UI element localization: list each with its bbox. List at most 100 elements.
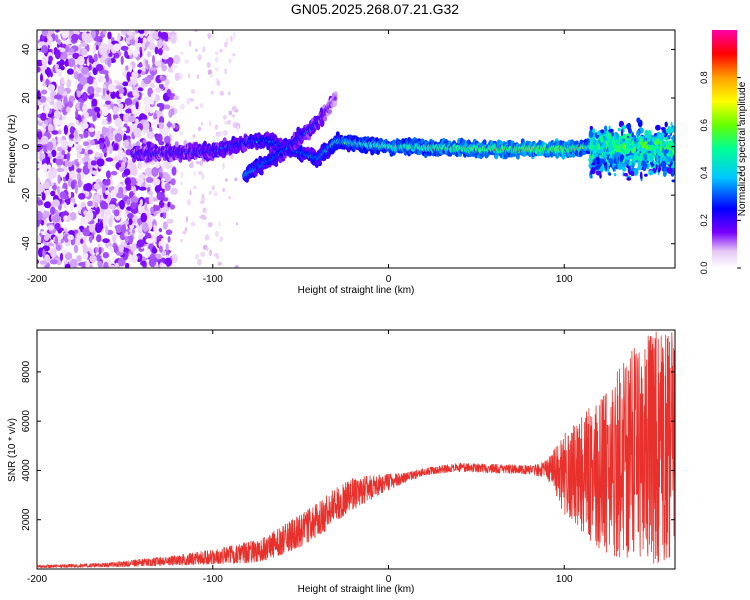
heatmap-cell	[93, 53, 99, 62]
heatmap-cell	[232, 53, 236, 57]
heatmap-cell	[41, 210, 50, 219]
heatmap-cell	[64, 252, 73, 261]
heatmap-cell	[37, 183, 44, 194]
heatmap-cell	[124, 97, 133, 107]
heatmap-cell	[37, 90, 41, 100]
heatmap-cell	[158, 140, 165, 146]
heatmap-cell	[214, 56, 219, 63]
heatmap-cell	[193, 185, 197, 190]
heatmap-cell	[60, 77, 65, 85]
heatmap-cell	[61, 149, 66, 156]
heatmap-cell	[182, 230, 187, 235]
heatmap-cell	[37, 234, 42, 244]
heatmap-cell	[137, 159, 143, 170]
heatmap-cell	[102, 86, 106, 97]
heatmap-cell	[104, 135, 109, 145]
heatmap-cell	[105, 225, 109, 235]
heatmap-cell	[96, 234, 102, 243]
heatmap-cell	[124, 236, 129, 244]
heatmap-cell	[65, 45, 70, 53]
heatmap-cell	[144, 30, 150, 36]
heatmap-cell	[138, 173, 146, 179]
heatmap-cell	[54, 49, 61, 60]
heatmap-cell	[166, 88, 172, 98]
heatmap-cell	[137, 63, 143, 68]
heatmap-cell	[91, 98, 98, 107]
heatmap-cell	[75, 109, 79, 118]
heatmap-cell	[161, 263, 167, 268]
heatmap-cell	[131, 84, 136, 91]
heatmap-cell	[133, 127, 142, 138]
heatmap-cell	[76, 90, 82, 98]
heatmap-cell	[77, 55, 85, 66]
heatmap-cell	[216, 132, 222, 137]
heatmap-cell	[37, 199, 43, 207]
heatmap-cell	[199, 102, 204, 109]
heatmap-cell	[76, 255, 82, 262]
heatmap-cell	[98, 247, 102, 255]
heatmap-cell	[160, 162, 165, 169]
heatmap-cell	[205, 234, 210, 241]
heatmap-cell	[228, 58, 232, 64]
heatmap-cell	[37, 163, 45, 169]
heatmap-cell	[60, 238, 64, 244]
heatmap-cell	[81, 122, 89, 129]
heatmap-cell	[39, 73, 44, 83]
heatmap-cell	[236, 125, 239, 132]
heatmap-cell	[51, 185, 58, 190]
heatmap-cell	[57, 68, 62, 77]
heatmap-cell	[105, 170, 111, 179]
heatmap-cell	[150, 93, 156, 101]
heatmap-cell	[121, 127, 127, 132]
heatmap-cell	[125, 184, 132, 191]
heatmap-cell	[148, 42, 156, 51]
heatmap-cell	[90, 160, 97, 166]
heatmap-cell	[88, 127, 95, 133]
heatmap-cell	[40, 219, 45, 226]
heatmap-cell	[199, 200, 205, 204]
heatmap-cell	[55, 158, 64, 166]
heatmap-cell	[82, 103, 88, 114]
heatmap-cell	[151, 167, 159, 177]
heatmap-cell	[125, 65, 129, 71]
heatmap-cell	[43, 201, 52, 209]
heatmap-cell	[49, 100, 55, 106]
heatmap-cell	[200, 214, 206, 220]
heatmap-cell	[126, 71, 131, 82]
heatmap-cell	[174, 124, 179, 130]
heatmap-cell	[101, 78, 107, 83]
heatmap-cell	[57, 137, 62, 144]
heatmap-cell	[161, 207, 168, 213]
heatmap-cell	[184, 59, 189, 64]
heatmap-cell	[102, 179, 111, 186]
heatmap-cell	[92, 44, 96, 55]
heatmap-cell	[100, 200, 107, 210]
heatmap-cell	[231, 105, 237, 112]
heatmap-cell	[95, 63, 104, 72]
heatmap-cell	[44, 37, 48, 43]
heatmap-cell	[171, 253, 178, 264]
heatmap-cell	[57, 228, 62, 234]
heatmap-cell	[201, 172, 205, 180]
heatmap-cell	[131, 76, 138, 86]
heatmap-cell	[154, 178, 161, 186]
heatmap-cell	[128, 64, 133, 73]
heatmap-cell	[57, 84, 65, 95]
heatmap-cell	[186, 199, 191, 206]
heatmap-cell	[43, 123, 47, 132]
heatmap-cell	[113, 43, 121, 52]
heatmap-cell	[138, 186, 147, 191]
heatmap-cell	[75, 161, 80, 167]
heatmap-cell	[53, 94, 62, 100]
heatmap-cell	[78, 159, 83, 165]
heatmap-cell	[39, 260, 47, 265]
heatmap-cell	[105, 190, 109, 196]
heatmap-cell	[154, 230, 161, 237]
heatmap-cell	[130, 202, 137, 210]
heatmap-cell	[144, 105, 150, 114]
heatmap-cell	[233, 32, 236, 39]
heatmap-cell	[123, 220, 129, 225]
heatmap-cell	[195, 48, 198, 52]
heatmap-cell	[87, 85, 95, 95]
heatmap-cell	[75, 144, 82, 153]
